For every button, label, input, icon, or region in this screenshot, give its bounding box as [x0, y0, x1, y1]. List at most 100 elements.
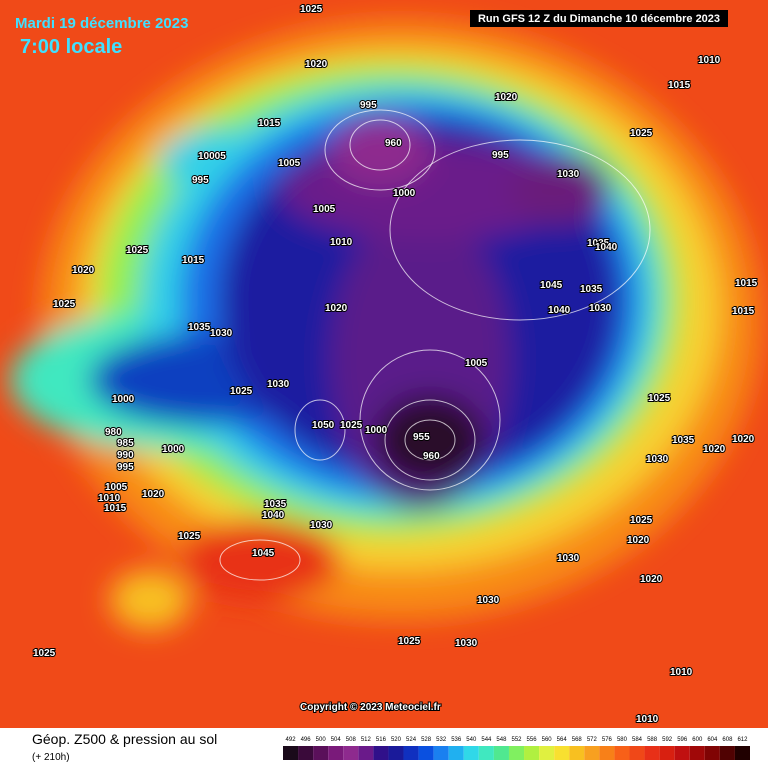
colorbar-label: 580: [617, 737, 628, 743]
isobar-label: 1040: [262, 510, 285, 521]
isobar-label: 1030: [310, 520, 333, 531]
isobar-label: 1035: [188, 322, 211, 333]
colorbar-cell: [539, 746, 555, 760]
isobar-label: 1015: [182, 255, 205, 266]
colorbar-label: 604: [707, 737, 718, 743]
colorbar-cell: [388, 746, 404, 760]
colorbar-cell: [719, 746, 735, 760]
isobar-label: 1035: [580, 284, 603, 295]
isobar-label: 1015: [104, 503, 127, 514]
isobar-label: 1020: [703, 444, 726, 455]
isobar-label: 1040: [548, 305, 571, 316]
colorbar-label: 532: [436, 737, 447, 743]
isobar-label: 1005: [313, 204, 336, 215]
colorbar-label: 520: [391, 737, 402, 743]
geopotential-field: [0, 0, 768, 728]
colorbar-cell: [614, 746, 630, 760]
colorbar-cell: [674, 746, 690, 760]
isobar-label: 990: [117, 450, 134, 461]
colorbar-cell: [629, 746, 645, 760]
colorbar-cell: [283, 746, 299, 760]
isobar-label: 10005: [198, 151, 226, 162]
colorbar-label: 576: [602, 737, 613, 743]
isobar-label: 1020: [325, 303, 348, 314]
colorbar-label: 612: [737, 737, 748, 743]
isobar-label: 1025: [340, 420, 363, 431]
colorbar-label: 512: [361, 737, 372, 743]
isobar-label: 1020: [495, 92, 518, 103]
isobar-label: 1020: [142, 489, 165, 500]
colorbar-cell: [584, 746, 600, 760]
colorbar-cell: [554, 746, 570, 760]
colorbar-cell: [358, 746, 374, 760]
date: Mardi 19 décembre 2023: [15, 15, 188, 32]
isobar-label: 955: [413, 432, 430, 443]
colorbar-cell: [704, 746, 720, 760]
colorbar-cell: [734, 746, 750, 760]
isobar-label: 1035: [264, 499, 287, 510]
colorbar-label: 568: [572, 737, 583, 743]
isobar-label: 1030: [557, 169, 580, 180]
isobar-label: 1045: [252, 548, 275, 559]
colorbar-cell: [493, 746, 509, 760]
isobar-label: 1025: [126, 245, 149, 256]
isobar-label: 1010: [670, 667, 693, 678]
isobar-label: 1005: [465, 358, 488, 369]
isobar-label: 1025: [33, 648, 56, 659]
isobar-label: 960: [423, 451, 440, 462]
copyright: Copyright © 2023 Meteociel.fr: [300, 702, 441, 713]
colorbar-cell: [448, 746, 464, 760]
footer-lead: (+ 210h): [32, 752, 70, 763]
isobar-label: 1035: [672, 435, 695, 446]
colorbar-label: 540: [466, 737, 477, 743]
colorbar-label: 524: [406, 737, 417, 743]
isobar-label: 1020: [732, 434, 755, 445]
colorbar-label: 608: [722, 737, 733, 743]
colorbar-label: 592: [662, 737, 673, 743]
footer-title: Géop. Z500 & pression au sol: [32, 731, 217, 747]
colorbar-label: 544: [481, 737, 492, 743]
isobar-label: 1025: [648, 393, 671, 404]
run-box: [470, 10, 728, 27]
isobar-label: 1015: [668, 80, 691, 91]
isobar-label: 1025: [300, 4, 323, 15]
colorbar-label: 504: [331, 737, 342, 743]
isobar-label: 1000: [112, 394, 135, 405]
isobar-label: 1045: [540, 280, 563, 291]
isobar-label: 1005: [105, 482, 128, 493]
colorbar-cell: [659, 746, 675, 760]
isobar-label: 1015: [258, 118, 281, 129]
isobar-label: 1035: [587, 238, 610, 249]
isobar-label: 1030: [646, 454, 669, 465]
colorbar-label: 552: [511, 737, 522, 743]
colorbar-cell: [644, 746, 660, 760]
isobar-label: 1020: [305, 59, 328, 70]
isobar-label: 995: [117, 462, 134, 473]
colorbar-label: 584: [632, 737, 643, 743]
isobar-label: 960: [385, 138, 402, 149]
isobar-label: 1000: [162, 444, 185, 455]
colorbar-label: 516: [376, 737, 387, 743]
colorbar-label: 492: [286, 737, 297, 743]
isobar-label: 1010: [636, 714, 659, 725]
isobar-label: 980: [105, 427, 122, 438]
isobar-label: 1030: [557, 553, 580, 564]
isobar-label: 1015: [732, 306, 755, 317]
colorbar-label: 600: [692, 737, 703, 743]
colorbar-label: 528: [421, 737, 432, 743]
colorbar-cell: [433, 746, 449, 760]
colorbar-label: 564: [557, 737, 568, 743]
isobar-label: 1040: [595, 242, 618, 253]
colorbar-cell: [343, 746, 359, 760]
run-info: Run GFS 12 Z du Dimanche 10 décembre 202…: [478, 13, 720, 25]
colorbar-cell: [313, 746, 329, 760]
colorbar-label: 560: [542, 737, 553, 743]
colorbar-cell: [599, 746, 615, 760]
colorbar-label: 496: [301, 737, 312, 743]
isobar-label: 1010: [698, 55, 721, 66]
isobar-label: 1015: [735, 278, 758, 289]
colorbar-cell: [403, 746, 419, 760]
isobar-label: 1010: [330, 237, 353, 248]
